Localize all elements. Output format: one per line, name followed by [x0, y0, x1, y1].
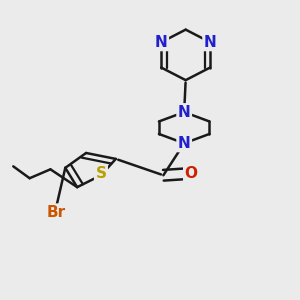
Text: N: N [204, 35, 217, 50]
Text: O: O [184, 166, 197, 181]
Text: N: N [178, 136, 190, 151]
Text: N: N [178, 105, 190, 120]
Text: Br: Br [47, 205, 66, 220]
Text: S: S [95, 166, 106, 181]
Text: N: N [155, 35, 168, 50]
